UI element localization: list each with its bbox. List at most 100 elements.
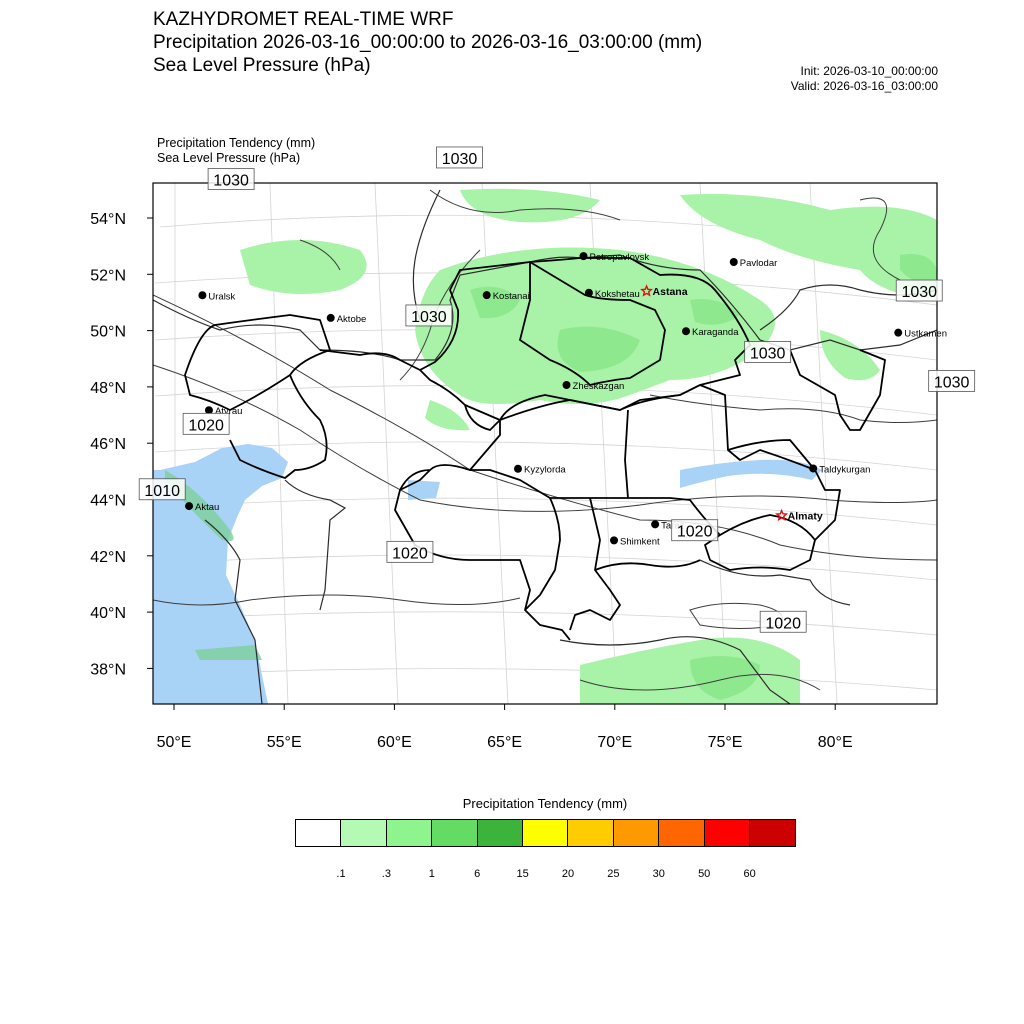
lat-tick-label: 52°N [90, 267, 126, 284]
isobar-label: 1030 [744, 341, 792, 363]
isobar-label: 1030 [405, 304, 453, 327]
isobar-labels: 1030 1030 1030 1030 1030 1030 1020 1010 1020 1020… [138, 146, 976, 633]
precipitation-light [240, 188, 937, 704]
colorbar-tick-label: .3 [381, 868, 391, 880]
city-label: Astana [653, 286, 688, 298]
colorbar-swatch [296, 820, 342, 846]
city-label: Petropavlovsk [590, 252, 650, 263]
isobar-label: 1030 [207, 168, 255, 190]
city-dot [326, 313, 335, 322]
isobar-value: 1020 [188, 417, 224, 434]
colorbar-tick-label: 30 [652, 868, 665, 880]
field-label-pressure: Sea Level Pressure (hPa) [157, 151, 301, 165]
isobar-value: 1030 [934, 374, 970, 391]
colorbar-swatch [477, 820, 523, 846]
title-line-3: Sea Level Pressure (hPa) [153, 55, 371, 76]
city-label: Kostanai [493, 291, 530, 302]
lat-tick-label: 42°N [90, 549, 126, 566]
colorbar-tick-label: 1 [428, 868, 435, 880]
forecast-map: 54°N 52°N 50°N 48°N 46°N 44°N 42°N 40°N 38°N 50°… [90, 146, 976, 751]
isobar-label: 1030 [928, 370, 976, 392]
precipitation-moderate [470, 254, 937, 700]
city-dot [610, 536, 619, 545]
city-dot [204, 406, 213, 415]
city-dot [682, 327, 691, 336]
lon-tick-label: 70°E [597, 734, 632, 751]
city-dot [894, 328, 903, 337]
colorbar-title: Precipitation Tendency (mm) [462, 796, 628, 811]
colorbar-swatch [749, 820, 796, 846]
city-dot [482, 291, 491, 300]
isobar-label: 1030 [895, 279, 943, 302]
map-content [153, 183, 937, 704]
city-dot [185, 502, 194, 511]
colorbar-swatch [613, 820, 660, 846]
lon-tick-label: 75°E [708, 734, 743, 751]
city-label: Uralsk [208, 291, 235, 302]
colorbar-tick-label: 20 [561, 868, 575, 880]
valid-time: Valid: 2026-03-16_03:00:00 [790, 79, 938, 93]
isobar-label: 1020 [386, 540, 434, 563]
country-borders [153, 189, 937, 704]
colorbar-tick-label: 25 [607, 868, 620, 880]
lon-tick-label: 65°E [487, 734, 522, 751]
isobar-value: 1030 [213, 173, 249, 190]
city-markers: Petropavlovsk Kostanai Kokshetau Pavlodar Ur… [185, 252, 947, 547]
colorbar-swatch [341, 820, 387, 846]
colorbar-swatch [386, 820, 433, 846]
lake-balkhash [680, 459, 822, 488]
city-label: Shimkent [620, 536, 660, 547]
isobar-value: 1030 [442, 151, 478, 168]
city-label: Aktobe [337, 314, 367, 325]
latitude-axis: 54°N 52°N 50°N 48°N 46°N 44°N 42°N 40°N 38°N [90, 211, 153, 678]
isobar-label: 1020 [182, 412, 230, 435]
colorbar-tick-label: .1 [336, 868, 346, 880]
colorbar-tick-label: 50 [698, 868, 711, 880]
isobar-label: 1030 [436, 146, 483, 169]
longitude-axis: 50°E 55°E 60°E 65°E 70°E 75°E 80°E [157, 704, 853, 751]
isobar-value: 1020 [392, 545, 428, 562]
lon-tick-label: 55°E [267, 734, 302, 751]
lat-tick-label: 50°N [90, 324, 126, 341]
colorbar-tick-label: 6 [474, 868, 481, 880]
lat-tick-label: 54°N [90, 211, 126, 228]
city-dot [562, 380, 571, 389]
lat-tick-label: 46°N [90, 436, 126, 453]
city-dot [584, 288, 593, 297]
colorbar-swatch [704, 820, 750, 846]
isobars [153, 189, 937, 691]
isobar-value: 1020 [765, 615, 801, 632]
colorbar-swatch [432, 820, 478, 846]
init-time: Init: 2026-03-10_00:00:00 [800, 64, 938, 78]
isobar-label: 1010 [138, 478, 186, 501]
colorbar-swatch [522, 820, 569, 846]
isobar-value: 1010 [144, 483, 180, 500]
lat-tick-label: 48°N [90, 380, 126, 397]
lon-tick-label: 80°E [818, 734, 853, 751]
city-label: Taldykurgan [819, 464, 870, 475]
city-label: Kyzylorda [524, 465, 566, 476]
lon-tick-label: 60°E [377, 734, 412, 751]
isobar-value: 1030 [411, 309, 447, 326]
colorbar [295, 819, 797, 847]
aral-sea [408, 480, 440, 500]
city-dot [809, 464, 818, 473]
city-dot [513, 464, 522, 473]
colorbar-swatch [568, 820, 614, 846]
lon-tick-label: 50°E [157, 734, 192, 751]
isobar-value: 1030 [750, 346, 786, 363]
colorbar-tick-label: 60 [743, 868, 756, 880]
city-label: Karaganda [692, 327, 739, 338]
colorbar-tick-label: 15 [516, 868, 529, 880]
city-label: Almaty [788, 511, 823, 523]
city-label: Atyrau [215, 406, 242, 417]
isobar-label: 1020 [759, 610, 807, 633]
city-dot [198, 291, 207, 300]
field-label-precip: Precipitation Tendency (mm) [157, 136, 316, 150]
capital-star-icon [775, 508, 789, 522]
capital-star-icon [640, 284, 654, 297]
lat-tick-label: 44°N [90, 493, 126, 510]
isobar-label: 1020 [671, 519, 719, 542]
city-label: Kokshetau [595, 289, 640, 300]
isobar-value: 1020 [677, 524, 713, 541]
